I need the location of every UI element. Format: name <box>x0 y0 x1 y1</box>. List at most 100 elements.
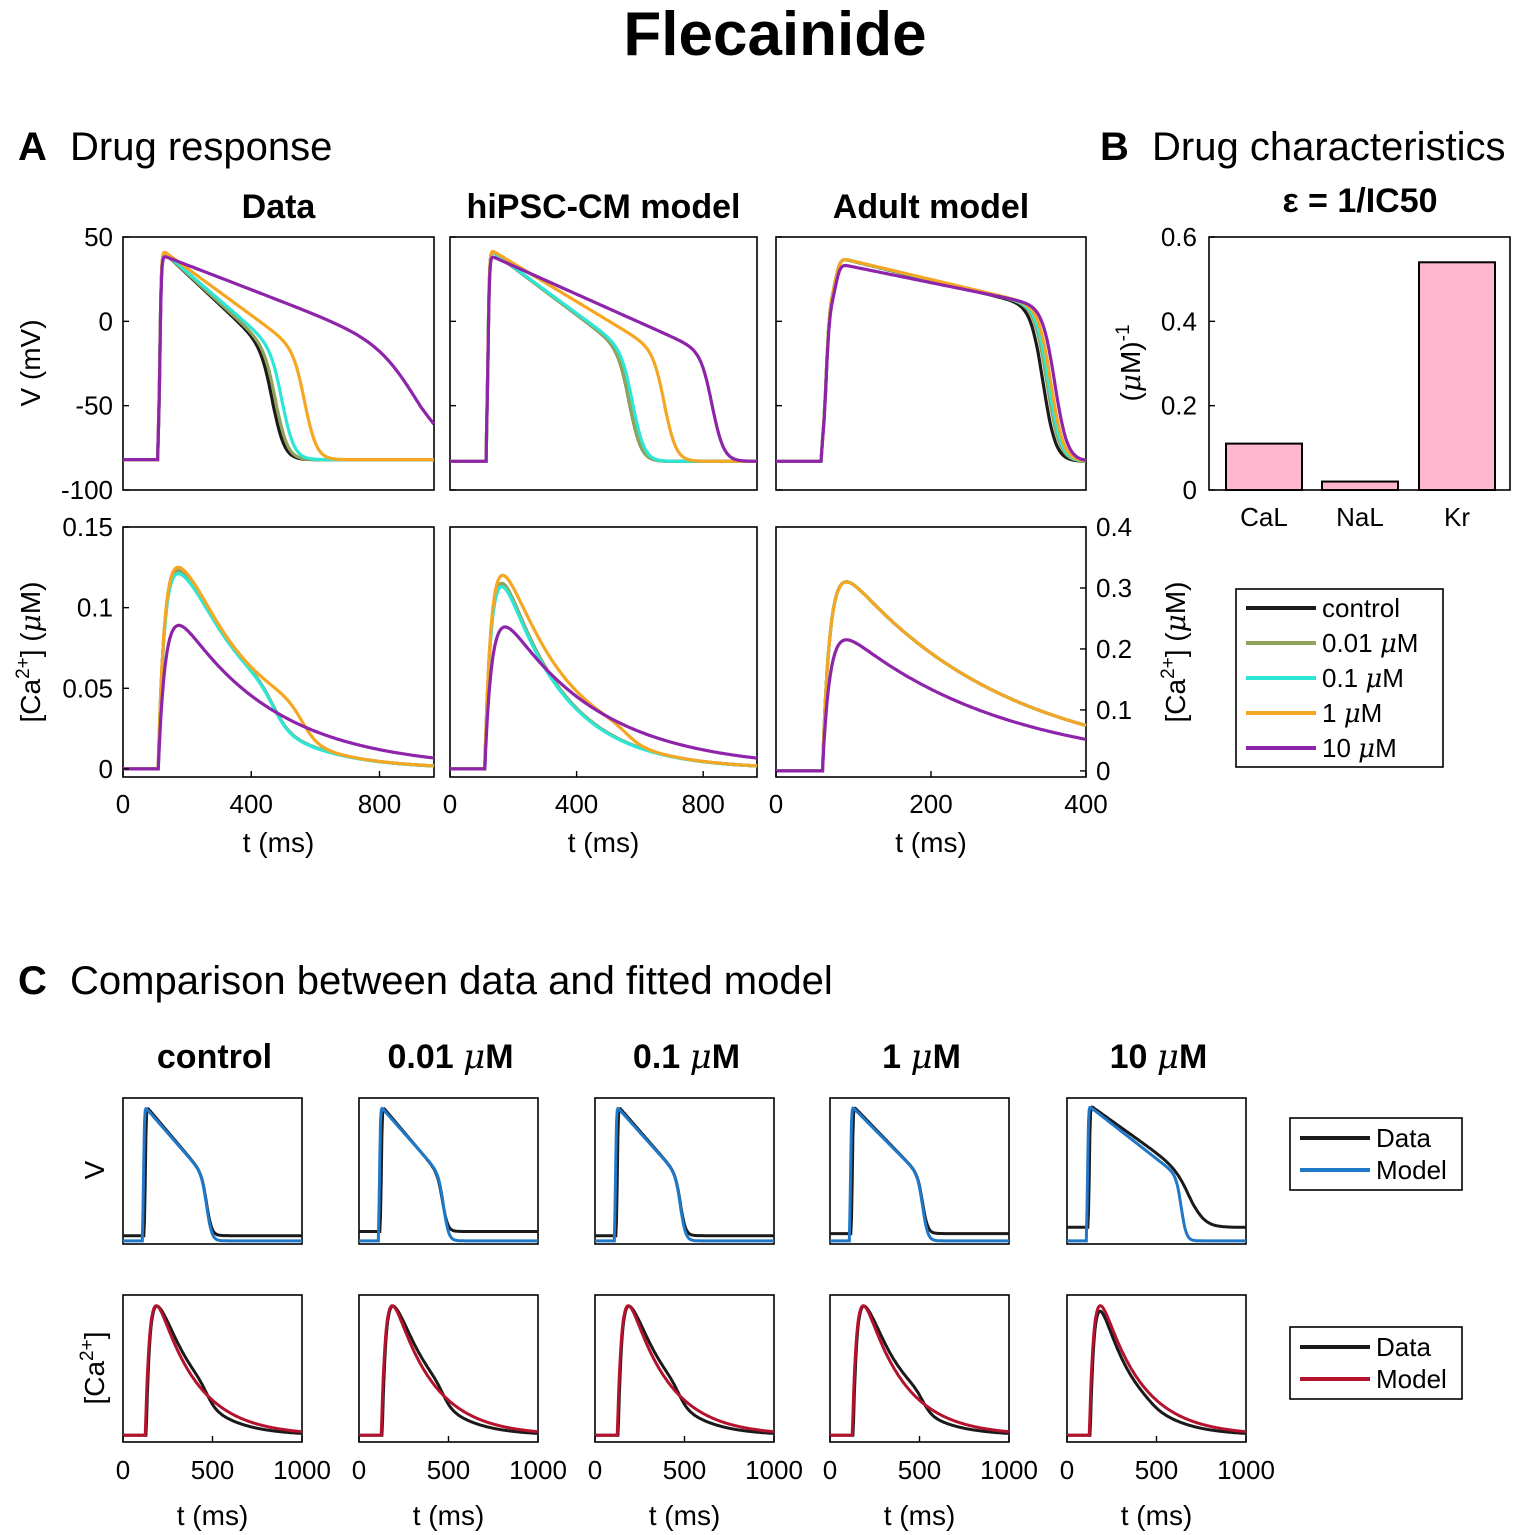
legend-label-c10: 10 μM <box>1322 733 1397 764</box>
x-tick-label: 400 <box>230 789 273 819</box>
column-title-1: hiPSC-CM model <box>467 188 741 226</box>
bar-CaL <box>1225 442 1303 492</box>
legend-frame <box>1289 1117 1463 1191</box>
legend-mu: μ <box>1380 629 1397 659</box>
legend-label-c001: 0.01 μM <box>1322 628 1418 659</box>
v-model-trace <box>595 1106 774 1243</box>
col-title-mu: μ <box>910 1037 932 1077</box>
comparison-ca-axes-2: 0 500 1000 t (ms) <box>588 1294 803 1531</box>
calcium-xlabel: t (ms) <box>895 827 967 858</box>
voltage-trace-c10 <box>450 255 757 463</box>
y-tick-label: 0 <box>99 754 113 784</box>
panel-c-heading: C Comparison between data and fitted mod… <box>18 959 833 1003</box>
x-tick-label: 400 <box>555 789 598 819</box>
ylabel-sup: 2+ <box>13 657 34 679</box>
x-tick-label: 0 <box>823 1455 837 1485</box>
y-tick-label: -50 <box>75 391 113 421</box>
col-title-pre: 1 <box>882 1038 910 1076</box>
ca-model-trace <box>359 1304 539 1437</box>
voltage-trace-c1 <box>450 249 757 463</box>
ca-model-trace <box>830 1304 1010 1437</box>
ylabel-mu: μ <box>14 614 47 632</box>
bar-NaL <box>1321 480 1399 492</box>
legend-label-model: Model <box>1376 1155 1447 1185</box>
col-title-pre: control <box>157 1038 272 1076</box>
panel-a-letter: A <box>18 125 47 169</box>
y-tick-label: 50 <box>84 222 113 252</box>
voltage-plot-frame <box>122 236 435 491</box>
panel-b-formula: ε = 1/IC50 <box>1282 182 1437 220</box>
col-title-mu: μ <box>1157 1037 1179 1077</box>
ylabel-pre: [Ca <box>1160 679 1191 723</box>
x-tick-label: 1000 <box>1217 1455 1275 1485</box>
calcium-xlabel: t (ms) <box>568 827 640 858</box>
col-title-pre: 0.1 <box>633 1038 690 1076</box>
comparison-ca-axes-4: 0 500 1000 t (ms) <box>1060 1294 1275 1531</box>
y-tick-label: 0.2 <box>1161 391 1197 421</box>
column-title-0: Data <box>242 188 317 226</box>
legend-pre: 10 <box>1322 733 1358 763</box>
x-tick-label: 200 <box>909 789 952 819</box>
bar-category-label: Kr <box>1444 502 1470 532</box>
ylabel-mu: μ <box>1114 374 1147 392</box>
voltage-axes-1 <box>449 236 758 491</box>
legend-pre: 0.01 <box>1322 628 1380 658</box>
ylabel-mu: μ <box>1159 614 1192 632</box>
panel-b-letter: B <box>1100 125 1129 169</box>
ylabel-end: M) <box>1160 582 1191 615</box>
comparison-ca-axes-0: 0 500 1000 t (ms) <box>116 1294 331 1531</box>
legend-pre: 0.1 <box>1322 663 1365 693</box>
legend-label-data: Data <box>1376 1123 1431 1153</box>
x-tick-label: 800 <box>358 789 401 819</box>
y-tick-label-right: 0.3 <box>1096 573 1132 603</box>
legend-pre: 1 <box>1322 698 1344 728</box>
figure-title: Flecainide <box>623 0 926 69</box>
y-tick-label-right: 0.2 <box>1096 634 1132 664</box>
bar-category-label: CaL <box>1240 502 1288 532</box>
ylabel-pre: [Ca <box>15 679 46 723</box>
y-tick-label: 0.6 <box>1161 222 1197 252</box>
legend-mu: μ <box>1358 734 1375 764</box>
ylabel-end: M) <box>15 582 46 615</box>
ylabel-post: ] ( <box>1160 632 1191 658</box>
comparison-xlabel: t (ms) <box>1121 1500 1193 1531</box>
legend-pre: control <box>1322 593 1400 623</box>
calcium-xlabel: t (ms) <box>243 827 315 858</box>
ylabel-sup: -1 <box>1113 324 1134 341</box>
y-tick-label-right: 0.1 <box>1096 695 1132 725</box>
panel-b-text: Drug characteristics <box>1152 125 1505 169</box>
panel-a-heading: A Drug response <box>18 125 332 169</box>
legend-mu: μ <box>1344 699 1361 729</box>
comparison-column-title-3: 1 μM <box>882 1037 961 1077</box>
ylabel-pre: ( <box>1115 392 1146 402</box>
calcium-axes-1: 0 400 800 t (ms) <box>443 526 758 858</box>
ylabel-post: ] ( <box>15 632 46 658</box>
y-tick-label: 0.1 <box>77 593 113 623</box>
calcium-plot-frame <box>122 526 435 778</box>
legend-label-data: Data <box>1376 1332 1431 1362</box>
ylabel-sup: 2+ <box>77 1339 98 1361</box>
ylabel-sup: 2+ <box>1158 657 1179 679</box>
panel-a-text: Drug response <box>70 125 332 169</box>
v-data-trace <box>1067 1105 1246 1229</box>
col-title-post: M <box>485 1038 513 1076</box>
x-tick-label: 1000 <box>273 1455 331 1485</box>
comparison-xlabel: t (ms) <box>649 1500 721 1531</box>
calcium-axes-2: 0 200 400 t (ms) 0.4 0.3 0.2 0.1 0 <box>769 512 1132 858</box>
col-title-pre: 0.01 <box>387 1038 463 1076</box>
y-tick-label: 0 <box>99 306 113 336</box>
calcium-trace-c10 <box>450 625 758 771</box>
comparison-ca-axes-1: 0 500 1000 t (ms) <box>352 1294 567 1531</box>
ylabel-pre: [Ca <box>79 1361 110 1405</box>
x-tick-label: 1000 <box>745 1455 803 1485</box>
col-title-post: M <box>933 1038 961 1076</box>
comparison-v-axes-4 <box>1066 1097 1247 1245</box>
y-tick-label-right: 0 <box>1096 756 1110 786</box>
calcium-axes-0: 0 400 800 t (ms) 0.15 0.1 0.05 0 <box>62 512 435 858</box>
x-tick-label: 1000 <box>980 1455 1038 1485</box>
y-tick-label: 0.4 <box>1161 306 1197 336</box>
comparison-column-title-2: 0.1 μM <box>633 1037 740 1077</box>
